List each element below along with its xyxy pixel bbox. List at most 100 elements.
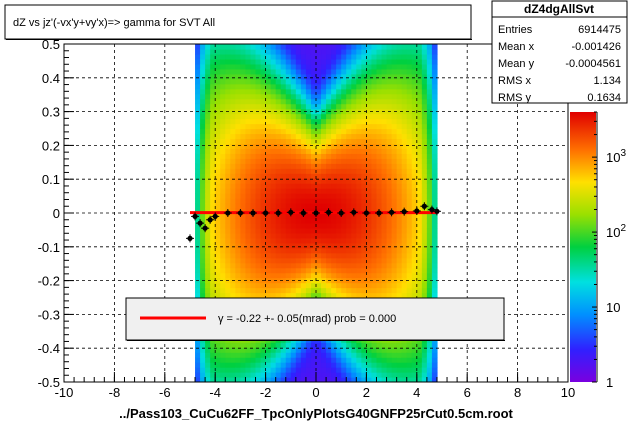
heatmap-cell — [285, 113, 292, 120]
heatmap-cell — [200, 242, 206, 249]
heatmap-cell — [200, 252, 206, 259]
profile-point — [286, 208, 295, 217]
heatmap-cell — [376, 377, 383, 382]
heatmap-cell — [376, 53, 383, 60]
heatmap-cell — [336, 252, 342, 259]
heatmap-cell — [260, 103, 267, 110]
heatmap-cell — [391, 178, 398, 184]
heatmap-cell — [235, 128, 241, 135]
heatmap-cell — [376, 267, 383, 274]
heatmap-cell — [366, 118, 373, 125]
heatmap-cell — [200, 372, 206, 378]
heatmap-cell — [225, 138, 231, 145]
heatmap-cell — [230, 352, 236, 358]
heatmap-cell — [341, 48, 347, 55]
heatmap-cell — [270, 347, 277, 353]
heatmap-cell — [411, 88, 418, 95]
heatmap-cell — [210, 44, 216, 50]
heatmap-cell — [290, 83, 297, 90]
heatmap-cell — [310, 163, 317, 169]
heatmap-cell — [396, 227, 403, 234]
heatmap-cell — [230, 143, 236, 149]
heatmap-cell — [245, 232, 252, 239]
heatmap-cell — [371, 362, 378, 368]
heatmap-cell — [230, 357, 236, 363]
heatmap-cell — [391, 352, 398, 358]
x-tick-label: 4 — [413, 385, 420, 400]
heatmap-cell — [356, 347, 362, 353]
heatmap-cell — [260, 292, 267, 299]
heatmap-cell — [285, 83, 292, 90]
heatmap-cell — [250, 158, 257, 164]
heatmap-cell — [336, 123, 342, 130]
heatmap-cell — [285, 128, 292, 135]
heatmap-cell — [356, 272, 362, 279]
heatmap-cell — [210, 342, 216, 348]
heatmap-cell — [336, 103, 342, 110]
heatmap-cell — [215, 222, 221, 229]
heatmap-cell — [316, 347, 322, 353]
heatmap-cell — [371, 103, 378, 110]
heatmap-cell — [230, 168, 236, 174]
heatmap-cell — [245, 252, 252, 259]
heatmap-cell — [275, 227, 282, 234]
heatmap-cell — [406, 237, 413, 244]
heatmap-cell — [230, 163, 236, 169]
heatmap-cell — [431, 183, 438, 189]
heatmap-cell — [341, 232, 347, 239]
heatmap-cell — [200, 63, 206, 70]
heatmap-cell — [391, 88, 398, 95]
heatmap-cell — [411, 362, 418, 368]
heatmap-cell — [371, 153, 378, 159]
heatmap-cell — [255, 213, 262, 219]
heatmap-cell — [225, 133, 231, 140]
heatmap-cell — [346, 208, 352, 214]
heatmap-cell — [280, 237, 287, 244]
heatmap-cell — [346, 73, 352, 80]
heatmap-cell — [331, 63, 337, 70]
heatmap-cell — [285, 63, 292, 70]
heatmap-cell — [275, 367, 282, 373]
heatmap-cell — [326, 357, 332, 363]
heatmap-cell — [285, 133, 292, 140]
heatmap-cell — [295, 173, 302, 179]
heatmap-cell — [240, 128, 247, 135]
heatmap-cell — [200, 227, 206, 234]
profile-point — [412, 206, 421, 215]
heatmap-cell — [391, 148, 398, 154]
heatmap-cell — [295, 138, 302, 145]
heatmap-cell — [300, 44, 307, 50]
heatmap-cell — [321, 93, 327, 100]
heatmap-cell — [401, 123, 408, 130]
heatmap-cell — [381, 352, 388, 358]
heatmap-cell — [225, 183, 231, 189]
heatmap-cell — [235, 83, 241, 90]
heatmap-cell — [396, 93, 403, 100]
heatmap-cell — [331, 123, 337, 130]
heatmap-cell — [326, 168, 332, 174]
heatmap-cell — [235, 133, 241, 140]
heatmap-cell — [260, 377, 267, 382]
heatmap-cell — [275, 103, 282, 110]
heatmap-cell — [356, 232, 362, 239]
heatmap-cell — [386, 88, 393, 95]
heatmap-cell — [205, 148, 211, 154]
heatmap-cell — [210, 78, 216, 85]
heatmap-cell — [255, 158, 262, 164]
heatmap-cell — [290, 78, 297, 85]
heatmap-cell — [401, 143, 408, 149]
heatmap-cell — [255, 148, 262, 154]
heatmap-cell — [305, 173, 312, 179]
heatmap-cell — [321, 262, 327, 269]
heatmap-cell — [240, 168, 247, 174]
heatmap-cell — [366, 208, 373, 214]
heatmap-cell — [351, 103, 357, 110]
heatmap-cell — [331, 203, 337, 209]
heatmap-cell — [235, 247, 241, 254]
heatmap-cell — [280, 58, 287, 65]
heatmap-cell — [240, 287, 247, 294]
heatmap-cell — [255, 242, 262, 249]
heatmap-cell — [260, 227, 267, 234]
heatmap-cell — [381, 123, 388, 130]
heatmap-cell — [235, 372, 241, 378]
